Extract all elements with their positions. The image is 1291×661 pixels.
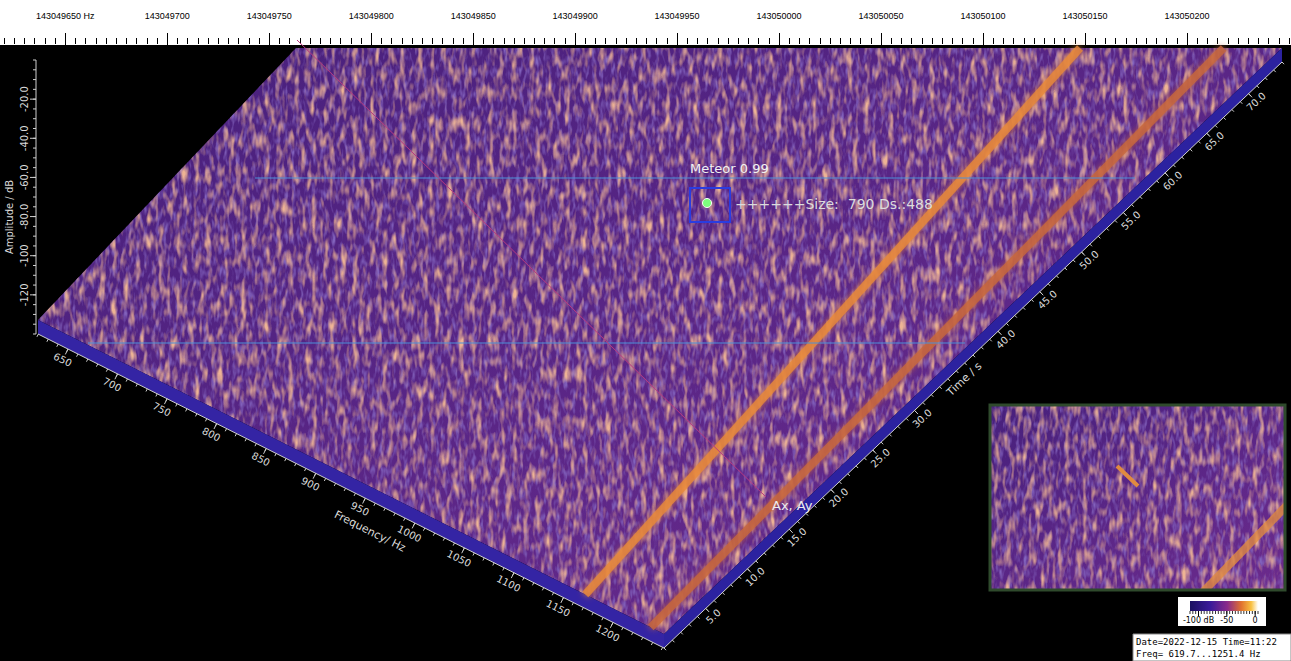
svg-text:70.0: 70.0	[1244, 90, 1268, 113]
svg-text:1200: 1200	[594, 623, 622, 644]
svg-text:Date=2022-12-15 Time=11:22: Date=2022-12-15 Time=11:22	[1136, 637, 1277, 647]
svg-text:700: 700	[101, 375, 123, 393]
svg-text:-60.0: -60.0	[19, 164, 30, 190]
svg-text:-40.0: -40.0	[19, 125, 30, 151]
svg-text:55.0: 55.0	[1119, 209, 1143, 232]
svg-text:-100 dB: -100 dB	[1183, 616, 1214, 625]
svg-text:650: 650	[52, 351, 74, 369]
svg-text:-50: -50	[1220, 616, 1233, 625]
svg-text:143049700: 143049700	[145, 11, 190, 21]
svg-text:143049850: 143049850	[451, 11, 496, 21]
svg-text:Time / s: Time / s	[943, 359, 984, 399]
svg-text:10.0: 10.0	[743, 565, 767, 588]
svg-text:1100: 1100	[495, 573, 523, 594]
svg-text:60.0: 60.0	[1161, 169, 1185, 192]
svg-text:++++++Size: 790 Ds.:488: ++++++Size: 790 Ds.:488	[735, 196, 933, 212]
svg-text:1050: 1050	[445, 548, 473, 569]
svg-text:143050000: 143050000	[757, 11, 802, 21]
svg-text:143049650 Hz: 143049650 Hz	[36, 11, 95, 21]
svg-text:143049800: 143049800	[349, 11, 394, 21]
svg-text:1150: 1150	[544, 598, 572, 619]
svg-text:50.0: 50.0	[1077, 248, 1101, 271]
svg-text:65.0: 65.0	[1203, 130, 1227, 153]
svg-text:40.0: 40.0	[994, 328, 1018, 351]
svg-text:20.0: 20.0	[827, 486, 851, 509]
svg-text:750: 750	[151, 400, 173, 418]
svg-text:900: 900	[299, 475, 321, 493]
svg-text:1000: 1000	[395, 523, 424, 545]
svg-text:-20.0: -20.0	[19, 86, 30, 112]
svg-text:Amplitude / dB: Amplitude / dB	[4, 180, 15, 254]
svg-text:143049950: 143049950	[655, 11, 700, 21]
svg-text:15.0: 15.0	[785, 526, 809, 549]
svg-text:45.0: 45.0	[1036, 288, 1060, 311]
svg-text:-120: -120	[19, 284, 30, 307]
svg-text:Frequency/ Hz: Frequency/ Hz	[332, 508, 408, 555]
svg-text:Freq= 619.7...1251.4 Hz: Freq= 619.7...1251.4 Hz	[1136, 649, 1261, 659]
svg-text:30.0: 30.0	[910, 407, 934, 430]
svg-text:800: 800	[200, 425, 222, 443]
svg-text:143049900: 143049900	[553, 11, 598, 21]
svg-text:-80.0: -80.0	[19, 204, 30, 230]
svg-text:143050200: 143050200	[1164, 11, 1209, 21]
svg-text:Ax, Ay: Ax, Ay	[772, 498, 813, 513]
svg-text:25.0: 25.0	[868, 446, 892, 469]
svg-text:850: 850	[250, 450, 272, 468]
svg-text:143050050: 143050050	[859, 11, 904, 21]
svg-text:0: 0	[1253, 616, 1258, 625]
svg-text:143049750: 143049750	[247, 11, 292, 21]
svg-text:143050150: 143050150	[1062, 11, 1107, 21]
svg-text:950: 950	[349, 499, 371, 519]
svg-text:5.0: 5.0	[704, 607, 723, 626]
svg-text:-100: -100	[19, 244, 30, 267]
svg-text:Meteor 0.99: Meteor 0.99	[690, 161, 769, 176]
svg-text:143050100: 143050100	[961, 11, 1006, 21]
